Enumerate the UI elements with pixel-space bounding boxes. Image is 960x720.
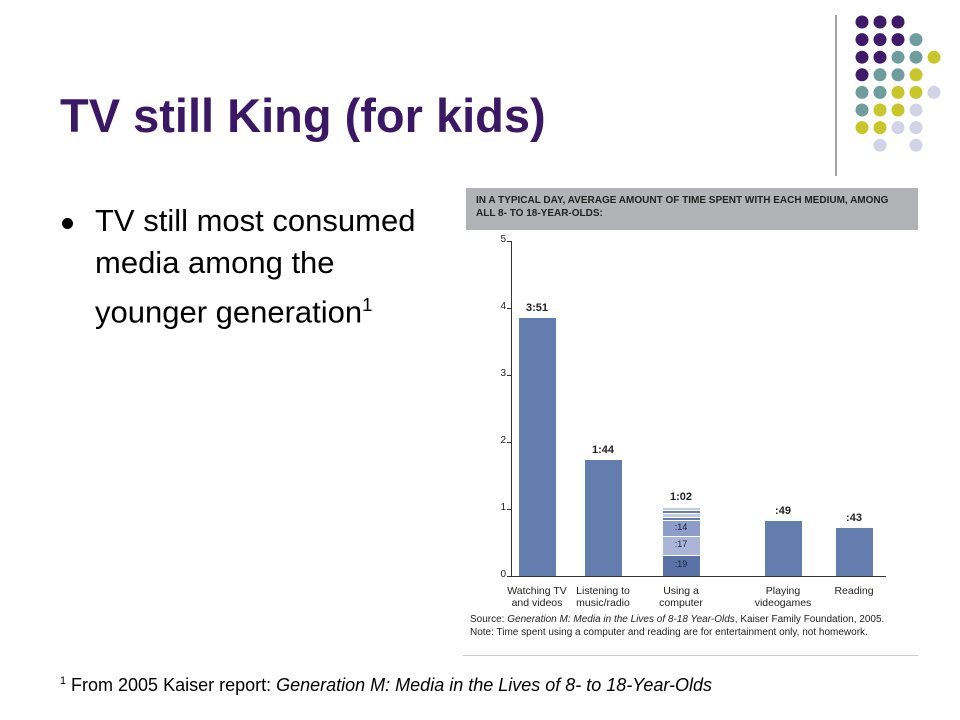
dot [855, 121, 869, 135]
dot [873, 103, 887, 117]
dot [909, 68, 923, 82]
note: Note: Time spent using a computer and re… [470, 627, 868, 638]
segment [662, 510, 700, 514]
decoration [835, 15, 941, 176]
y-tick-label: 0 [500, 569, 506, 580]
dot [891, 15, 905, 29]
dot [855, 103, 869, 117]
dot [855, 50, 869, 64]
dot [891, 68, 905, 82]
dot [891, 50, 905, 64]
source-rest: , Kaiser Family Foundation, 2005. [734, 614, 885, 625]
bullet: TV still most consumed media among the y… [95, 203, 416, 330]
dot [927, 50, 941, 64]
source-title: Generation M: Media in the Lives of 8-18… [507, 614, 735, 625]
dot [873, 33, 887, 47]
source: Source: Generation M: Media in the Lives… [470, 614, 884, 625]
y-tick [507, 576, 511, 577]
value-label: 3:51 [525, 302, 549, 315]
dot [927, 85, 941, 99]
dot [891, 103, 905, 117]
value-label: 1:44 [591, 443, 615, 456]
footnote-italic: Generation M: Media in the Lives of 8- t… [276, 675, 713, 695]
y-tick [507, 509, 511, 510]
bar [764, 521, 802, 576]
dot [855, 68, 869, 82]
dot [909, 50, 923, 64]
dot [909, 33, 923, 47]
y-tick-label: 3 [500, 368, 506, 379]
footnote-text: From 2005 Kaiser report: [71, 675, 277, 695]
value-label: :43 [846, 511, 862, 524]
bullet-text: TV still most consumed media among the y… [95, 200, 425, 333]
y-tick [507, 308, 511, 309]
y-tick [507, 241, 511, 242]
segment [662, 520, 700, 536]
dot [873, 121, 887, 135]
x-axis [511, 576, 886, 577]
value-label: 1:02 [669, 490, 693, 503]
y-tick-label: 4 [500, 301, 506, 312]
dot [909, 85, 923, 99]
dot [855, 85, 869, 99]
dot [891, 85, 905, 99]
y-tick-label: 1 [500, 502, 506, 513]
y-tick [507, 442, 511, 443]
x-tick-label: Reading [834, 585, 874, 597]
y-tick [507, 375, 511, 376]
chart-title: IN A TYPICAL DAY, AVERAGE AMOUNT OF TIME… [466, 188, 918, 230]
dot [855, 15, 869, 29]
y-axis [511, 241, 512, 576]
dot [873, 15, 887, 29]
source-label: Source: [470, 614, 505, 625]
footnote: 1 From 2005 Kaiser report: Generation M:… [60, 675, 712, 696]
dot [891, 121, 905, 135]
dot [873, 50, 887, 64]
dot [873, 85, 887, 99]
dot [855, 33, 869, 47]
segment-label: :14 [674, 521, 688, 532]
segment-label: :19 [674, 559, 688, 570]
bar [584, 459, 622, 576]
bar [518, 318, 556, 576]
dot [909, 138, 923, 152]
dot [909, 103, 923, 117]
segment [662, 554, 700, 576]
x-tick-label: Playing videogames [754, 585, 812, 609]
y-tick-label: 2 [500, 435, 506, 446]
segment [662, 506, 700, 511]
x-tick-label: Watching TV and videos [507, 585, 567, 609]
bar [835, 527, 873, 576]
segment-label: :17 [674, 539, 688, 550]
dot [873, 138, 887, 152]
superscript: 1 [60, 675, 67, 687]
value-label: :49 [775, 505, 791, 518]
dot [891, 33, 905, 47]
slide-title: TV still King (for kids) [60, 89, 546, 142]
x-tick-label: Listening to music/radio [576, 585, 630, 609]
chart-frame [463, 185, 918, 656]
segment [662, 535, 700, 555]
segment [662, 516, 700, 521]
y-tick-label: 5 [500, 234, 506, 245]
superscript: 1 [362, 294, 373, 315]
dot [873, 68, 887, 82]
bullet-dot [62, 218, 73, 229]
segment [662, 513, 700, 517]
x-tick-label: Using a computer [659, 585, 703, 609]
dot [909, 121, 923, 135]
